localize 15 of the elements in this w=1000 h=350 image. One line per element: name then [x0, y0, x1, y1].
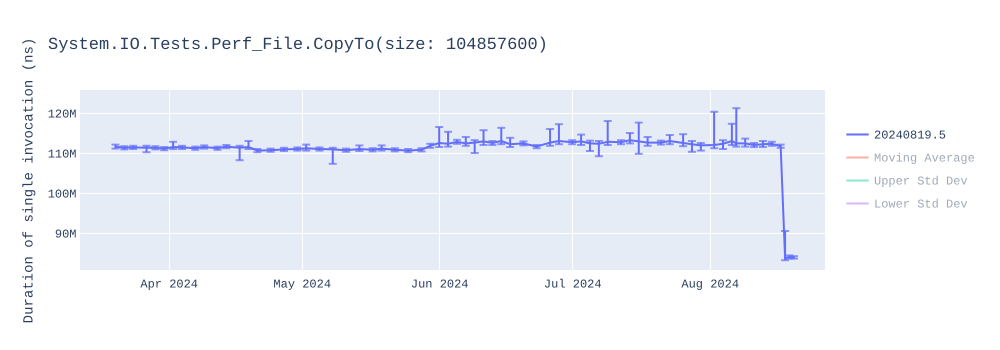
y-tick-label: 90M [54, 228, 76, 242]
legend-label: Upper Std Dev [874, 174, 968, 188]
x-tick-label: Aug 2024 [681, 278, 740, 292]
x-tick-label: May 2024 [273, 278, 332, 292]
y-tick-label: 110M [48, 148, 76, 162]
legend-label: Moving Average [874, 152, 975, 166]
y-axis-title: Duration of single invocation (ns) [22, 38, 38, 324]
x-tick-label: Apr 2024 [140, 278, 198, 292]
y-tick-label: 100M [48, 188, 76, 202]
chart-title: System.IO.Tests.Perf_File.CopyTo(size: 104857600) [48, 36, 548, 56]
x-tick-label: Jun 2024 [410, 278, 468, 292]
legend-label: 20240819.5 [874, 128, 946, 142]
x-tick-label: Jul 2024 [544, 278, 602, 292]
y-tick-label: 120M [48, 108, 76, 122]
legend-label: Lower Std Dev [874, 198, 968, 212]
